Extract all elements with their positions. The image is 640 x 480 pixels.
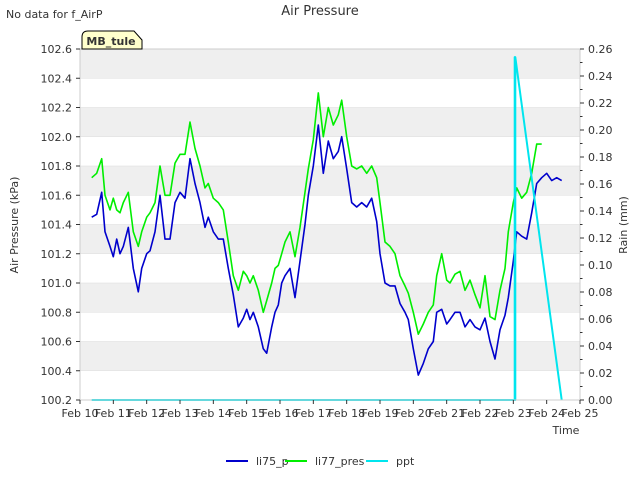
y-right-tick-label: 0.22 <box>588 97 613 110</box>
legend-label-li75_p: li75_p <box>256 455 289 468</box>
x-tick-label: Feb 12 <box>128 407 165 420</box>
x-tick-label: Feb 19 <box>362 407 399 420</box>
series-li77_pres <box>91 92 542 336</box>
y-right-tick-label: 0.04 <box>588 340 613 353</box>
x-tick-label: Feb 11 <box>95 407 132 420</box>
series-li75_p <box>91 124 563 376</box>
x-tick-label: Feb 23 <box>495 407 532 420</box>
y-right-tick-label: 0.26 <box>588 43 613 56</box>
y-right-tick-label: 0.16 <box>588 178 613 191</box>
legend-label-ppt: ppt <box>396 455 415 468</box>
y-left-tick-label: 100.2 <box>41 394 73 407</box>
y-left-tick-label: 100.6 <box>41 336 73 349</box>
y-left-tick-label: 101.2 <box>41 248 73 261</box>
x-axis-label: Time <box>552 424 580 437</box>
y-left-tick-label: 102.4 <box>41 72 73 85</box>
x-tick-label: Feb 21 <box>428 407 465 420</box>
y-left-tick-label: 100.4 <box>41 365 73 378</box>
x-tick-label: Feb 14 <box>195 407 232 420</box>
y-left-tick-label: 101.4 <box>41 219 73 232</box>
y-right-tick-label: 0.24 <box>588 70 613 83</box>
y-right-axis-label: Rain (mm) <box>617 196 630 254</box>
y-left-tick-label: 100.8 <box>41 306 73 319</box>
site-badge: MB_tule <box>81 30 143 50</box>
x-tick-label: Feb 25 <box>562 407 599 420</box>
y-right-tick-label: 0.18 <box>588 151 613 164</box>
x-tick-label: Feb 10 <box>62 407 99 420</box>
x-tick-label: Feb 24 <box>528 407 565 420</box>
y-left-tick-label: 102.6 <box>41 43 73 56</box>
y-right-tick-label: 0.12 <box>588 232 613 245</box>
legend: li75_p li77_pres ppt <box>226 455 415 468</box>
x-tick-label: Feb 20 <box>395 407 432 420</box>
band <box>80 283 580 313</box>
chart-title: Air Pressure <box>281 4 359 19</box>
y-left-axis-ticks: 100.2 100.4 100.6 100.8 101.0 101.2 101.4 101.6… <box>41 43 80 407</box>
x-tick-label: Feb 15 <box>228 407 265 420</box>
y-left-tick-label: 102.0 <box>41 131 73 144</box>
badge-shape <box>81 30 143 50</box>
band <box>80 49 580 79</box>
band <box>80 341 580 371</box>
badge-label: MB_tule <box>86 35 135 48</box>
x-tick-label: Feb 13 <box>162 407 199 420</box>
x-tick-label: Feb 16 <box>262 407 299 420</box>
y-left-axis-label: Air Pressure (kPa) <box>8 177 21 274</box>
band <box>80 166 580 196</box>
x-tick-label: Feb 18 <box>328 407 365 420</box>
y-left-tick-label: 101.6 <box>41 189 73 202</box>
y-right-tick-label: 0.06 <box>588 313 613 326</box>
legend-label-li77_pres: li77_pres <box>315 455 365 468</box>
y-right-tick-label: 0.02 <box>588 367 613 380</box>
y-left-tick-label: 101.8 <box>41 160 73 173</box>
y-right-tick-label: 0.20 <box>588 124 613 137</box>
y-right-tick-label: 0.00 <box>588 394 613 407</box>
y-right-tick-label: 0.10 <box>588 259 613 272</box>
y-right-tick-label: 0.08 <box>588 286 613 299</box>
no-data-note: No data for f_AirP <box>6 8 103 21</box>
y-left-tick-label: 102.2 <box>41 102 73 115</box>
y-left-tick-label: 101.0 <box>41 277 73 290</box>
y-right-tick-label: 0.14 <box>588 205 613 218</box>
x-tick-label: Feb 17 <box>295 407 332 420</box>
x-tick-label: Feb 22 <box>462 407 499 420</box>
background-bands <box>80 49 580 371</box>
y-right-axis-ticks: 0.00 0.02 0.04 0.06 0.08 0.10 0.12 0.14 0.16 0.18… <box>580 43 613 407</box>
